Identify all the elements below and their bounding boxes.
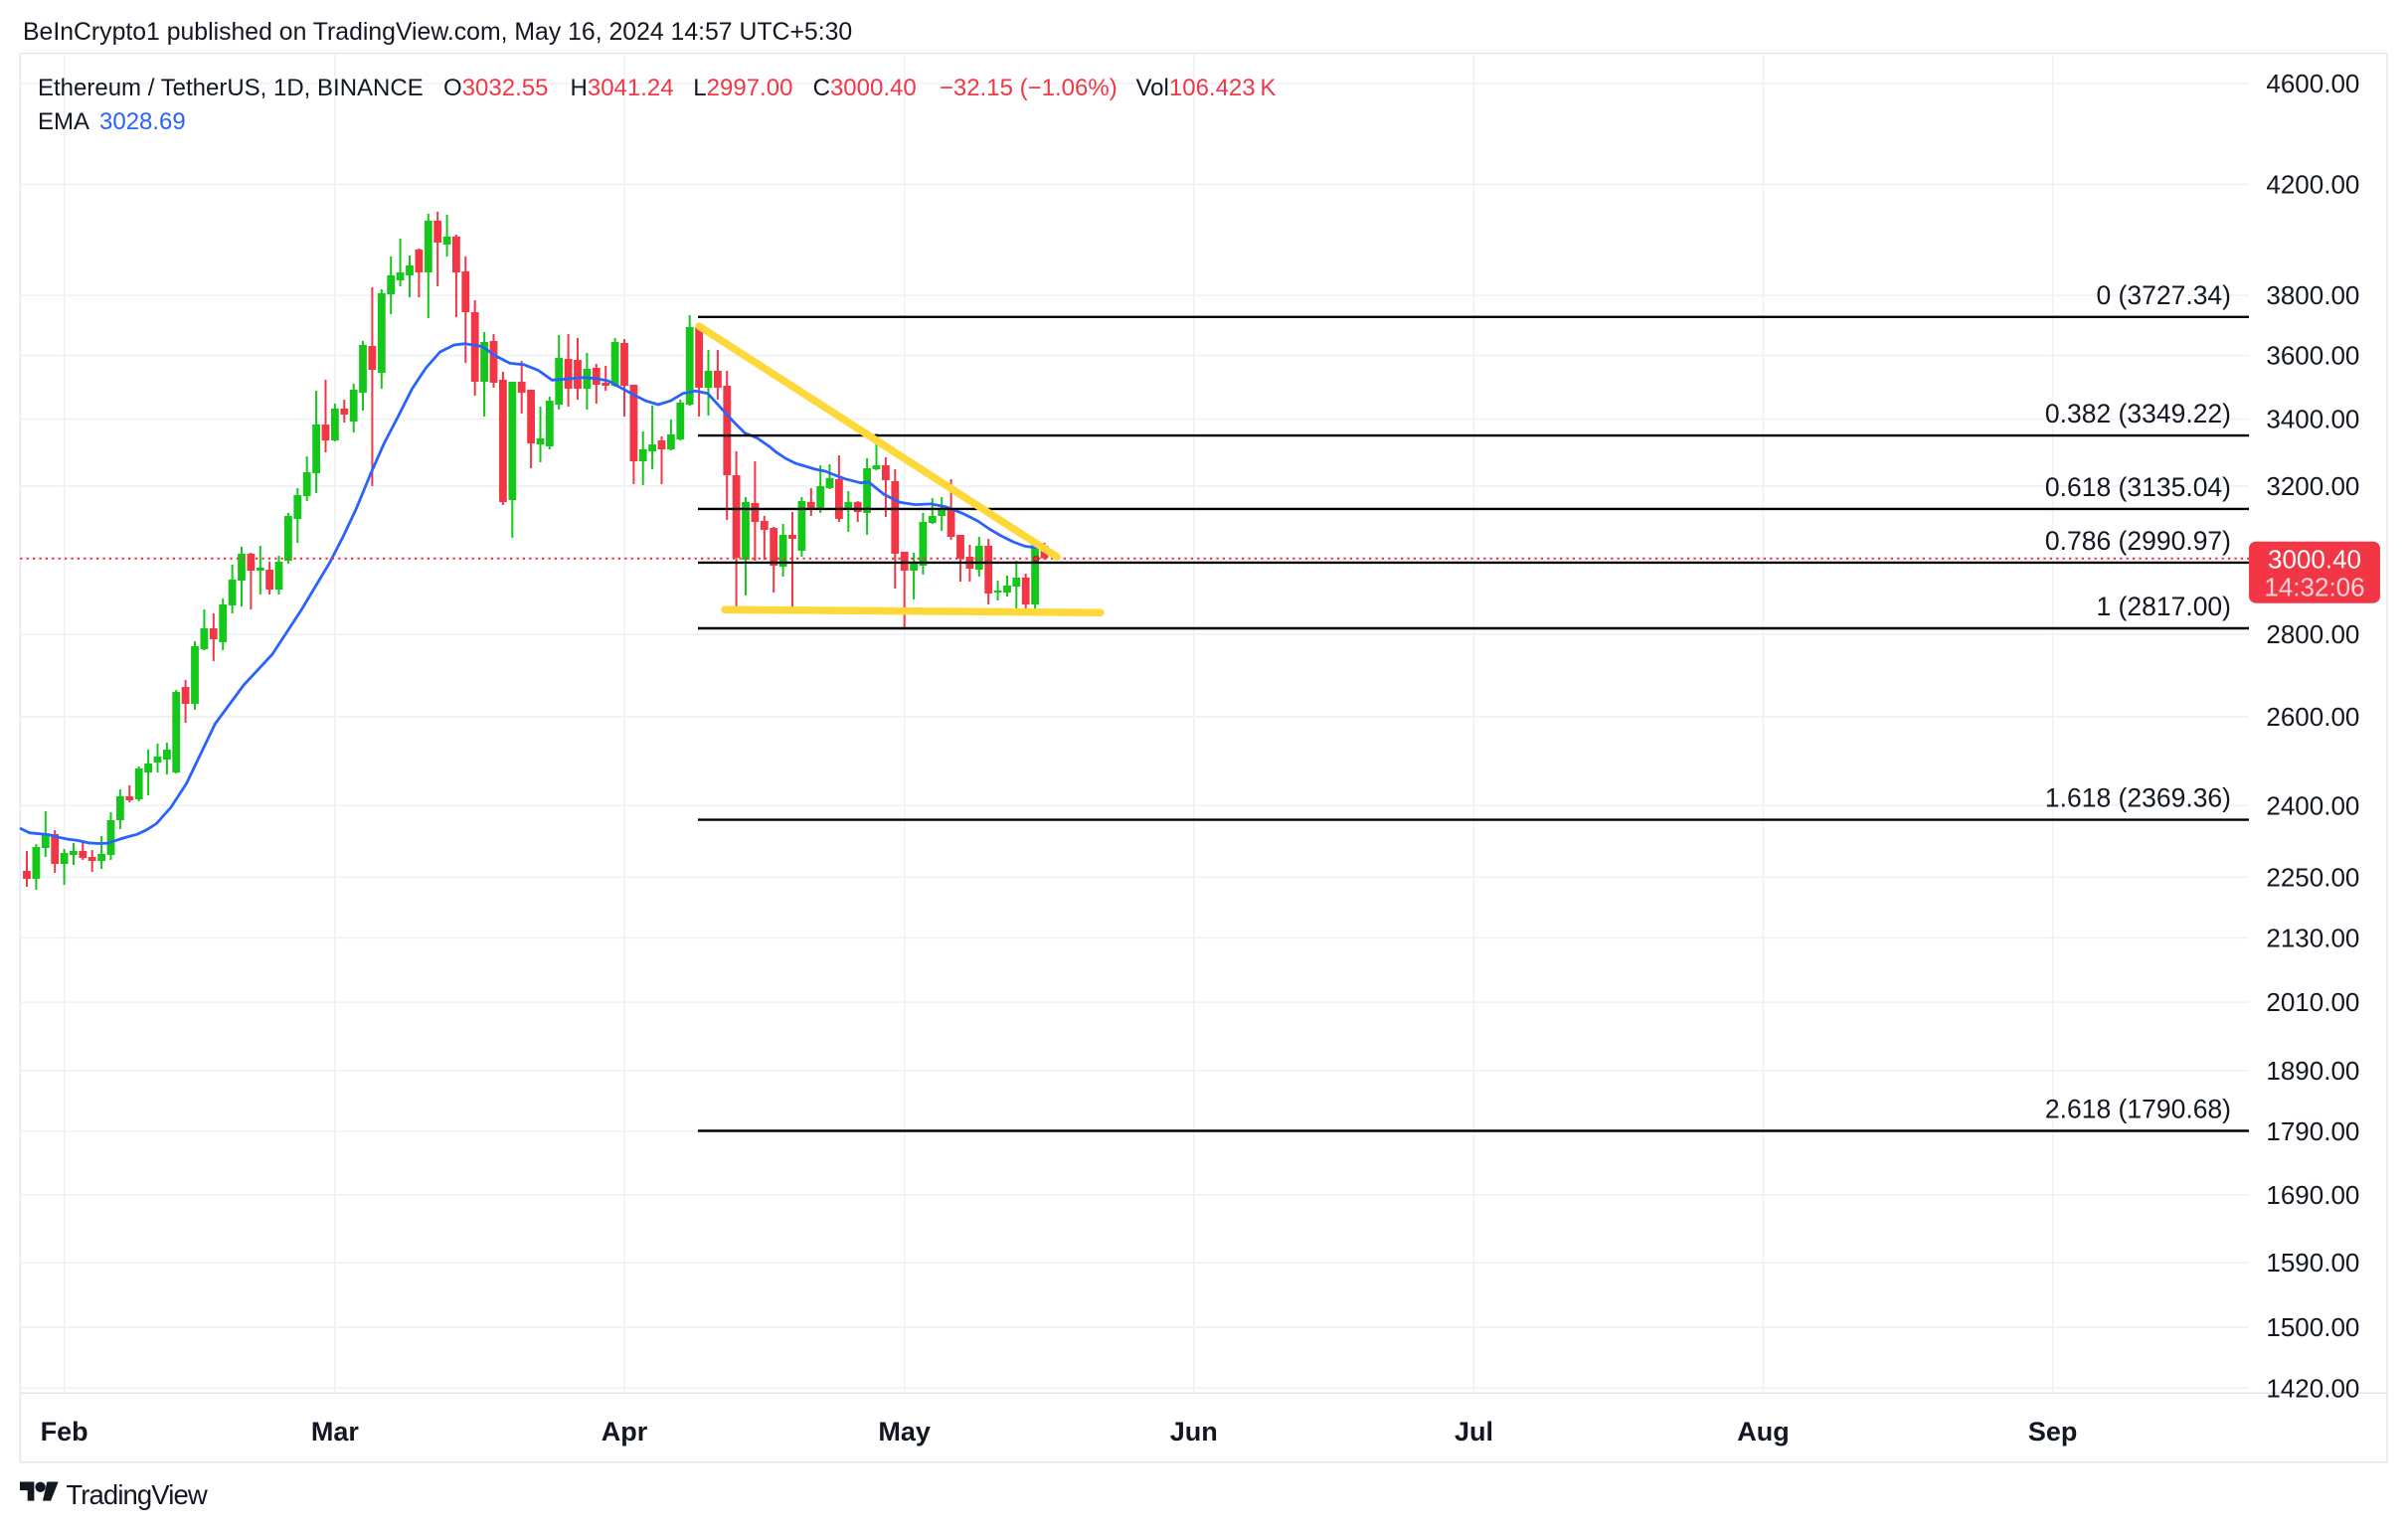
svg-text:Jun: Jun — [1170, 1417, 1218, 1447]
svg-text:C3000.40: C3000.40 — [813, 75, 917, 101]
svg-text:3400.00: 3400.00 — [2266, 404, 2359, 433]
svg-text:3028.69: 3028.69 — [99, 108, 186, 135]
svg-text:1 (2817.00): 1 (2817.00) — [2096, 592, 2231, 621]
svg-text:1.618 (2369.36): 1.618 (2369.36) — [2045, 783, 2231, 813]
svg-text:Ethereum / TetherUS, 1D, BINAN: Ethereum / TetherUS, 1D, BINANCE — [38, 75, 424, 101]
svg-text:2010.00: 2010.00 — [2266, 987, 2359, 1017]
svg-text:Apr: Apr — [602, 1417, 648, 1447]
svg-text:L2997.00: L2997.00 — [693, 75, 792, 101]
svg-text:O3032.55: O3032.55 — [443, 75, 548, 101]
svg-text:1420.00: 1420.00 — [2266, 1373, 2359, 1403]
svg-text:2400.00: 2400.00 — [2266, 790, 2359, 820]
svg-text:Aug: Aug — [1737, 1417, 1789, 1447]
svg-text:BeInCrypto1 published on Tradi: BeInCrypto1 published on TradingView.com… — [23, 19, 852, 46]
svg-text:1790.00: 1790.00 — [2266, 1116, 2359, 1146]
svg-text:14:32:06: 14:32:06 — [2264, 573, 2364, 602]
svg-text:H3041.24: H3041.24 — [571, 75, 674, 101]
svg-text:0.382 (3349.22): 0.382 (3349.22) — [2045, 399, 2231, 428]
svg-text:1690.00: 1690.00 — [2266, 1180, 2359, 1210]
svg-text:TradingView: TradingView — [66, 1479, 207, 1510]
svg-text:0.786 (2990.97): 0.786 (2990.97) — [2045, 526, 2231, 556]
svg-text:Sep: Sep — [2028, 1417, 2078, 1447]
svg-text:−32.15 (−1.06%): −32.15 (−1.06%) — [940, 75, 1118, 101]
svg-text:4600.00: 4600.00 — [2266, 69, 2359, 98]
svg-text:0.618 (3135.04): 0.618 (3135.04) — [2045, 472, 2231, 502]
svg-text:4200.00: 4200.00 — [2266, 170, 2359, 200]
svg-text:1890.00: 1890.00 — [2266, 1056, 2359, 1086]
svg-text:Mar: Mar — [311, 1417, 360, 1447]
svg-text:May: May — [878, 1417, 931, 1447]
svg-text:2600.00: 2600.00 — [2266, 702, 2359, 732]
svg-text:1500.00: 1500.00 — [2266, 1312, 2359, 1342]
svg-text:2250.00: 2250.00 — [2266, 862, 2359, 892]
svg-text:3200.00: 3200.00 — [2266, 471, 2359, 501]
svg-text:2130.00: 2130.00 — [2266, 924, 2359, 953]
svg-text:3800.00: 3800.00 — [2266, 280, 2359, 310]
svg-text:3600.00: 3600.00 — [2266, 341, 2359, 371]
svg-text:3000.40: 3000.40 — [2268, 545, 2361, 575]
svg-text:EMA: EMA — [38, 108, 89, 135]
svg-text:2800.00: 2800.00 — [2266, 619, 2359, 649]
svg-text:0 (3727.34): 0 (3727.34) — [2096, 280, 2231, 310]
svg-text:Feb: Feb — [41, 1417, 88, 1447]
svg-text:Vol106.423 K: Vol106.423 K — [1136, 75, 1277, 101]
svg-text:Jul: Jul — [1455, 1417, 1493, 1447]
svg-text:2.618 (1790.68): 2.618 (1790.68) — [2045, 1095, 2231, 1124]
svg-text:1590.00: 1590.00 — [2266, 1248, 2359, 1277]
